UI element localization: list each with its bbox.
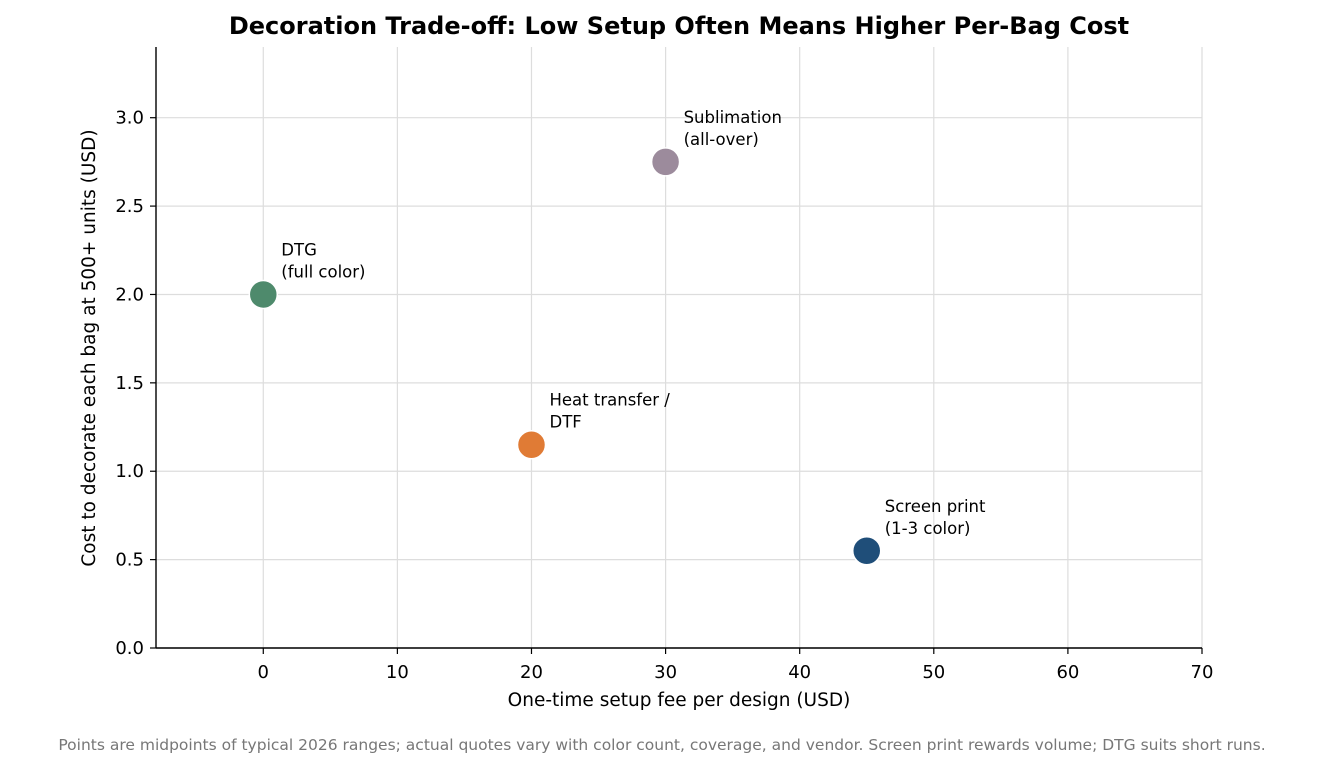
grid (156, 47, 1203, 649)
y-tick-label: 1.5 (115, 373, 144, 394)
y-tick-label: 2.5 (115, 196, 144, 217)
x-axis-label: One-time setup fee per design (USD) (508, 690, 851, 711)
y-axis-ticks: 0.0 0.5 1.0 1.5 2.0 2.5 3.0 (115, 108, 156, 659)
y-tick-label: 0.5 (115, 550, 144, 571)
data-point-label-line: Screen print (885, 497, 986, 516)
data-point (851, 536, 882, 566)
data-point-label: Heat transfer / DTF (549, 391, 670, 432)
chart-title: Decoration Trade-off: Low Setup Often Me… (229, 12, 1129, 40)
axes (155, 47, 1202, 649)
data-point-label-line: (1-3 color) (885, 519, 971, 538)
data-point-label-line: Sublimation (684, 108, 782, 127)
data-point (516, 429, 547, 460)
x-tick-label: 70 (1191, 662, 1214, 683)
data-point-label-line: DTF (549, 413, 581, 432)
data-point (248, 279, 279, 310)
data-point-label-line: (full color) (281, 262, 365, 281)
footnote: Points are midpoints of typical 2026 ran… (58, 736, 1265, 754)
x-tick-label: 50 (922, 662, 945, 683)
x-axis-ticks: 0 10 20 30 40 50 60 70 (258, 648, 1214, 683)
data-point-label: Sublimation (all-over) (684, 108, 782, 149)
x-tick-label: 10 (386, 662, 409, 683)
y-tick-label: 0.0 (115, 638, 144, 659)
point-labels: DTG (full color) Heat transfer / DTF Sublima… (281, 108, 986, 538)
x-tick-label: 20 (520, 662, 543, 683)
data-point-label-line: DTG (281, 240, 317, 259)
y-axis-label: Cost to decorate each bag at 500+ units … (79, 129, 100, 566)
y-tick-label: 3.0 (115, 108, 144, 129)
data-point-label-line: Heat transfer / (549, 391, 670, 410)
data-point-label-line: (all-over) (684, 130, 759, 149)
x-tick-label: 0 (258, 662, 269, 683)
y-tick-label: 2.0 (115, 284, 144, 305)
x-tick-label: 40 (788, 662, 811, 683)
x-tick-label: 60 (1056, 662, 1079, 683)
data-point-label: Screen print (1-3 color) (885, 497, 986, 538)
x-tick-label: 30 (654, 662, 677, 683)
data-point (650, 147, 681, 177)
y-tick-label: 1.0 (115, 461, 144, 482)
data-point-label: DTG (full color) (281, 240, 365, 281)
data-points (248, 147, 882, 566)
